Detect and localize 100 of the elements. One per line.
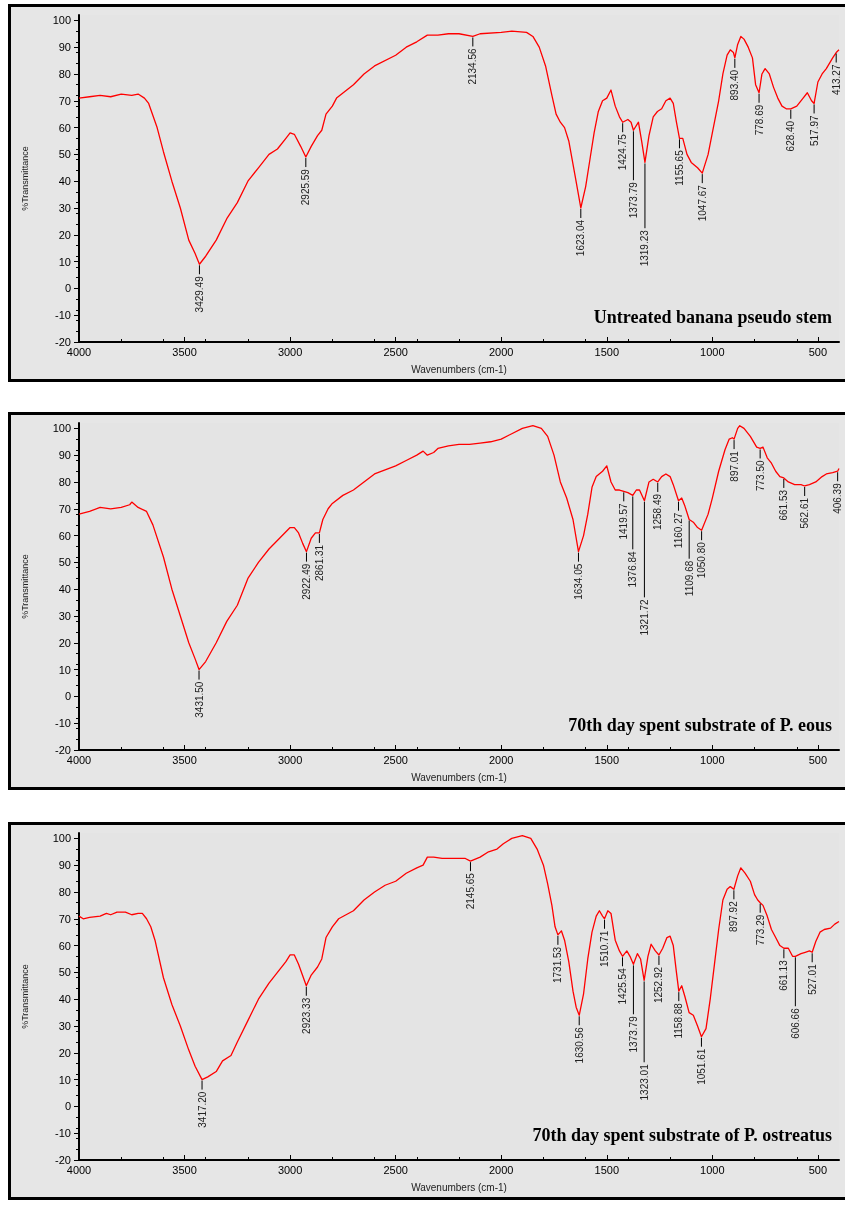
annotation: 773.29 bbox=[754, 914, 766, 946]
y-tick-label: 10 bbox=[58, 1073, 71, 1086]
y-tick-label: 0 bbox=[64, 282, 71, 295]
y-tick-label: 80 bbox=[58, 475, 71, 488]
x-axis-title: Wavenumbers (cm-1) bbox=[411, 363, 507, 375]
y-tick-label: 40 bbox=[58, 583, 71, 596]
annotation: 773.50 bbox=[754, 460, 766, 492]
annotation: 3431.50 bbox=[193, 681, 205, 718]
y-tick-label: 20 bbox=[58, 228, 71, 241]
x-tick-label: 1000 bbox=[700, 753, 725, 766]
annotation: 2134.56 bbox=[467, 48, 479, 85]
annotation: 1373.79 bbox=[627, 181, 639, 219]
annotation: 517.97 bbox=[808, 115, 820, 147]
x-tick-label: 2000 bbox=[488, 345, 514, 358]
x-axis-title: Wavenumbers (cm-1) bbox=[411, 1181, 507, 1193]
annotation: 1419.57 bbox=[618, 502, 630, 540]
line-series bbox=[78, 30, 840, 265]
annotation: 661.13 bbox=[778, 959, 790, 991]
y-tick-label: 50 bbox=[58, 966, 71, 979]
y-tick-label: 80 bbox=[58, 885, 71, 898]
y-tick-label: -10 bbox=[55, 1127, 71, 1140]
annotation: 1323.01 bbox=[638, 1063, 650, 1101]
y-tick-label: 10 bbox=[58, 663, 71, 676]
x-tick-label: 500 bbox=[808, 1163, 828, 1176]
x-tick-label: 2500 bbox=[383, 753, 408, 766]
x-tick-label: 1000 bbox=[700, 1163, 725, 1176]
y-tick-label: 90 bbox=[58, 41, 71, 54]
y-tick-label: -10 bbox=[55, 717, 71, 730]
y-tick-label: 90 bbox=[58, 449, 71, 462]
x-tick-label: 500 bbox=[808, 753, 828, 766]
x-tick-label: 2000 bbox=[488, 1163, 514, 1176]
annotation: 1319.23 bbox=[639, 229, 651, 267]
y-axis-title: %Transmittance bbox=[19, 554, 30, 619]
y-tick-label: -10 bbox=[55, 309, 71, 322]
y-tick-label: 10 bbox=[58, 255, 71, 268]
annotation: 778.69 bbox=[753, 104, 765, 136]
annotation: 897.92 bbox=[728, 900, 740, 932]
x-tick-label: 4000 bbox=[66, 345, 92, 358]
y-tick-label: 90 bbox=[58, 859, 71, 872]
x-tick-label: 1000 bbox=[700, 345, 725, 358]
annotation: 606.66 bbox=[789, 1007, 801, 1039]
text: 70th day spent substrate of P. eous bbox=[568, 715, 833, 735]
y-tick-label: 50 bbox=[58, 556, 71, 569]
annotation: 1109.68 bbox=[683, 560, 695, 597]
y-tick-label: 60 bbox=[58, 121, 71, 134]
y-tick-label: 70 bbox=[58, 94, 71, 107]
annotation: 893.40 bbox=[729, 69, 741, 101]
y-tick-label: -20 bbox=[55, 336, 71, 348]
annotation: 1160.27 bbox=[673, 512, 684, 549]
y-tick-label: 60 bbox=[58, 939, 71, 952]
annotation: 1731.53 bbox=[552, 946, 564, 984]
annotation: 1425.54 bbox=[617, 967, 628, 1005]
y-tick-label: 30 bbox=[58, 201, 71, 214]
annotation: 628.40 bbox=[785, 120, 797, 152]
text: Untreated banana pseudo stem bbox=[593, 307, 833, 327]
annotation: 2923.33 bbox=[300, 997, 312, 1034]
x-tick-label: 1500 bbox=[594, 1163, 620, 1176]
y-tick-label: -20 bbox=[55, 744, 71, 756]
y-tick-label: 30 bbox=[58, 609, 71, 622]
annotation: 1252.92 bbox=[653, 966, 665, 1004]
y-tick-label: -20 bbox=[55, 1154, 71, 1166]
annotation: 2861.31 bbox=[313, 544, 325, 582]
annotation: 527.01 bbox=[806, 963, 818, 995]
y-tick-label: 20 bbox=[58, 1046, 71, 1059]
y-tick-label: 0 bbox=[64, 1100, 71, 1113]
x-tick-label: 3500 bbox=[172, 753, 197, 766]
annotation: 406.39 bbox=[832, 482, 844, 514]
x-tick-label: 500 bbox=[808, 345, 828, 358]
x-tick-label: 1500 bbox=[594, 753, 620, 766]
annotation: 2922.49 bbox=[300, 563, 312, 600]
y-tick-label: 70 bbox=[58, 912, 71, 925]
y-axis-title: %Transmittance bbox=[19, 146, 30, 211]
annotation: 1051.61 bbox=[695, 1048, 707, 1085]
annotation: 1321.72 bbox=[638, 598, 650, 636]
x-tick-label: 3000 bbox=[277, 753, 303, 766]
y-tick-label: 50 bbox=[58, 148, 71, 161]
y-tick-label: 100 bbox=[52, 832, 71, 845]
annotation: 413.27 bbox=[830, 64, 842, 96]
x-tick-label: 4000 bbox=[66, 753, 92, 766]
y-tick-label: 100 bbox=[52, 422, 71, 435]
y-tick-label: 0 bbox=[64, 690, 71, 703]
annotation: 2925.59 bbox=[300, 168, 312, 206]
x-tick-label: 3000 bbox=[277, 1163, 303, 1176]
annotation: 1050.80 bbox=[696, 541, 708, 579]
x-tick-label: 2500 bbox=[383, 1163, 408, 1176]
x-axis-title: Wavenumbers (cm-1) bbox=[411, 771, 507, 783]
y-tick-label: 80 bbox=[58, 67, 71, 80]
y-axis-title: %Transmittance bbox=[19, 964, 30, 1029]
annotation: 3417.20 bbox=[196, 1091, 208, 1128]
annotation: 897.01 bbox=[728, 450, 740, 482]
annotation: 1155.65 bbox=[673, 149, 685, 186]
annotation: 1158.88 bbox=[673, 1002, 685, 1039]
y-tick-label: 40 bbox=[58, 175, 71, 188]
text: 70th day spent substrate of P. ostreatus bbox=[532, 1125, 833, 1145]
annotation: 1047.67 bbox=[696, 184, 708, 222]
y-tick-label: 100 bbox=[52, 14, 71, 27]
annotation: 1634.05 bbox=[572, 563, 584, 600]
annotation: 562.61 bbox=[799, 497, 811, 529]
annotation: 661.53 bbox=[778, 489, 790, 521]
x-tick-label: 1500 bbox=[594, 345, 620, 358]
